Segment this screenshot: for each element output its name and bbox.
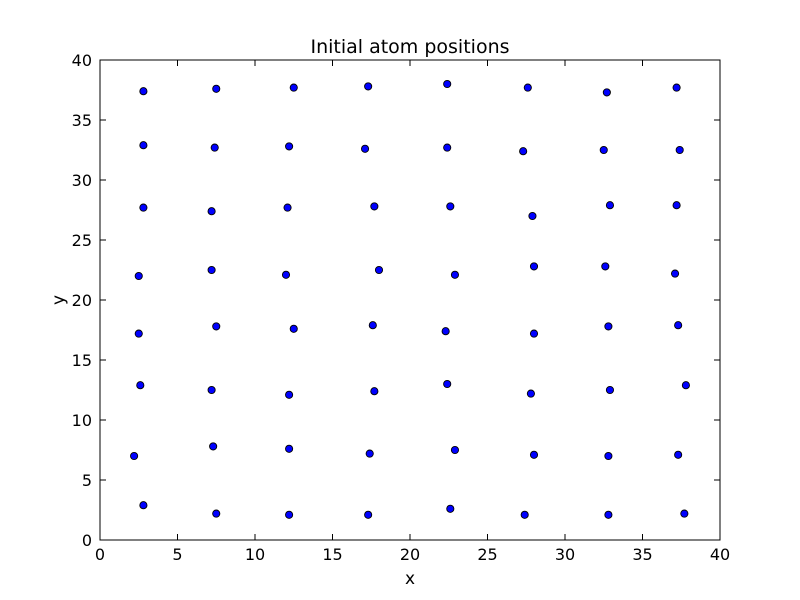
atom-point bbox=[370, 202, 379, 211]
atom-point bbox=[605, 201, 615, 210]
atom-point bbox=[446, 504, 455, 513]
atom-point bbox=[672, 201, 681, 210]
atom-point bbox=[285, 510, 294, 519]
atom-point bbox=[674, 450, 683, 459]
atom-point bbox=[210, 143, 219, 152]
atom-point bbox=[605, 385, 615, 395]
atom-point bbox=[529, 262, 539, 271]
atom-point bbox=[207, 385, 216, 395]
atom-point bbox=[526, 389, 535, 398]
x-tick-label: 20 bbox=[400, 545, 420, 564]
atom-point bbox=[368, 321, 377, 330]
y-tick-label: 25 bbox=[72, 231, 92, 250]
y-tick-label: 0 bbox=[82, 531, 92, 550]
x-tick-label: 15 bbox=[322, 545, 342, 564]
data-points bbox=[130, 79, 690, 519]
atom-point bbox=[134, 329, 143, 338]
atom-point bbox=[289, 83, 298, 92]
atom-point bbox=[672, 83, 681, 92]
x-tick-label: 25 bbox=[477, 545, 497, 564]
atom-point bbox=[675, 145, 684, 155]
atom-point bbox=[443, 143, 452, 152]
atom-point bbox=[374, 265, 384, 275]
y-tick-label: 40 bbox=[72, 51, 92, 70]
atom-point bbox=[139, 501, 148, 510]
plot-area-frame bbox=[99, 59, 721, 541]
x-tick-label: 10 bbox=[245, 545, 265, 564]
atom-point bbox=[681, 381, 690, 390]
atom-point bbox=[441, 327, 450, 336]
atom-point bbox=[604, 451, 613, 461]
atom-point bbox=[450, 270, 460, 279]
atom-point bbox=[207, 265, 216, 275]
y-axis-label: y bbox=[49, 295, 69, 305]
atom-point bbox=[139, 203, 148, 212]
atom-point bbox=[519, 147, 528, 156]
atom-point bbox=[604, 322, 613, 331]
x-axis-label: x bbox=[405, 569, 415, 589]
atom-point bbox=[604, 510, 613, 519]
atom-point bbox=[136, 381, 145, 390]
atom-point bbox=[674, 321, 683, 330]
atom-point bbox=[283, 203, 292, 212]
y-tick-label: 5 bbox=[82, 471, 92, 490]
atom-point bbox=[599, 145, 608, 155]
atom-point bbox=[285, 390, 294, 399]
atom-point bbox=[443, 379, 452, 389]
atom-point bbox=[360, 144, 370, 153]
atom-point bbox=[134, 271, 143, 281]
atom-point bbox=[130, 451, 139, 461]
atom-point bbox=[364, 82, 373, 91]
x-tick-label: 35 bbox=[632, 545, 652, 564]
atom-point bbox=[520, 510, 529, 519]
x-tick-label: 40 bbox=[710, 545, 730, 564]
atom-point bbox=[602, 88, 611, 97]
atom-point bbox=[446, 202, 455, 211]
atom-point bbox=[212, 84, 221, 93]
atom-point bbox=[528, 211, 537, 221]
y-tick-label: 30 bbox=[72, 171, 92, 190]
y-tick-label: 20 bbox=[72, 291, 92, 310]
atom-point bbox=[289, 324, 298, 333]
atom-point bbox=[370, 387, 379, 396]
atom-point bbox=[139, 87, 148, 96]
atom-point bbox=[139, 141, 148, 150]
atom-point bbox=[450, 445, 460, 455]
atom-point bbox=[529, 329, 539, 338]
chart-title: Initial atom positions bbox=[310, 36, 509, 58]
atom-point bbox=[680, 509, 689, 518]
atom-point bbox=[285, 444, 294, 453]
atom-point bbox=[209, 442, 218, 451]
y-tick-label: 10 bbox=[72, 411, 92, 430]
y-tick-label: 15 bbox=[72, 351, 92, 370]
atom-point bbox=[364, 510, 373, 519]
atom-point bbox=[601, 262, 610, 271]
atom-point bbox=[671, 269, 680, 278]
x-tick-label: 30 bbox=[555, 545, 575, 564]
atom-point bbox=[285, 142, 294, 151]
atom-point bbox=[281, 270, 291, 279]
atom-point bbox=[523, 83, 532, 92]
atom-point bbox=[443, 79, 452, 89]
x-tick-label: 0 bbox=[95, 545, 105, 564]
axis-ticks: 0 5 10 15 20 25 30 35 40 0 5 10 15 20 25 30 35 40 bbox=[72, 51, 731, 564]
atom-point bbox=[207, 207, 216, 216]
y-tick-label: 35 bbox=[72, 111, 92, 130]
atom-point bbox=[212, 509, 221, 518]
x-tick-label: 5 bbox=[172, 545, 182, 564]
atom-point bbox=[529, 450, 539, 459]
atom-point bbox=[212, 322, 221, 331]
atom-point bbox=[365, 449, 374, 458]
